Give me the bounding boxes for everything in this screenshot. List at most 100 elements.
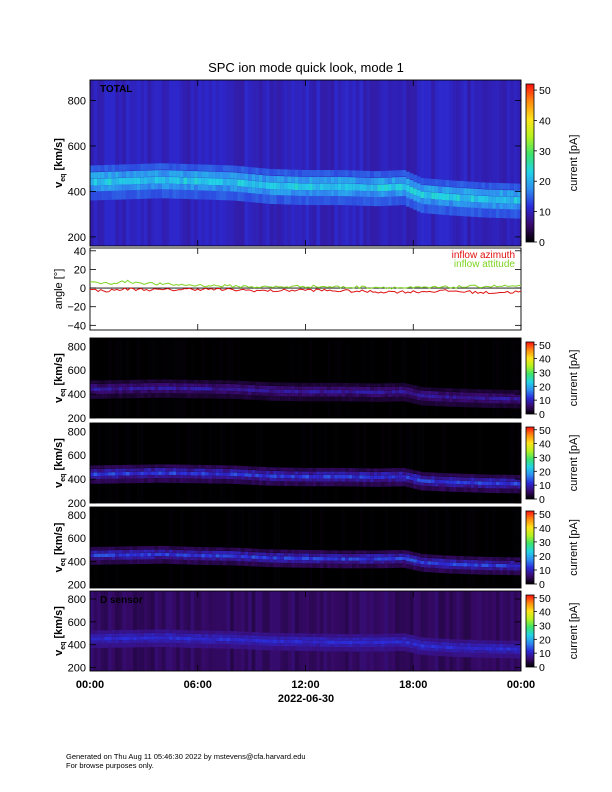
heatmap-cell xyxy=(122,393,127,399)
heatmap-cell xyxy=(398,475,403,479)
heatmap-cell xyxy=(503,400,507,404)
heatmap-cell xyxy=(186,80,191,246)
heatmap-cell xyxy=(427,192,432,199)
heatmap-cell xyxy=(370,338,375,418)
heatmap-cell xyxy=(316,640,321,644)
heatmap-cell xyxy=(384,507,389,588)
heatmap-cell xyxy=(115,472,120,476)
heatmap-cell xyxy=(449,193,454,201)
heatmap-cell xyxy=(176,553,181,557)
heatmap-cell xyxy=(244,423,249,503)
heatmap-cell xyxy=(463,566,468,571)
heatmap-cell xyxy=(248,381,252,385)
heatmap-cell xyxy=(413,200,418,210)
heatmap-cell xyxy=(90,387,94,392)
heatmap-cell xyxy=(291,176,296,183)
heatmap-cell xyxy=(107,190,112,200)
heatmap-cell xyxy=(190,184,195,192)
heatmap-cell xyxy=(212,472,217,476)
heatmap-cell xyxy=(262,392,267,397)
heatmap-cell xyxy=(434,645,439,649)
heatmap-cell xyxy=(359,80,364,246)
heatmap-cell xyxy=(319,393,324,398)
heatmap-cell xyxy=(416,386,421,390)
heatmap-cell xyxy=(204,184,209,192)
heatmap-cell xyxy=(402,591,407,671)
heatmap-cell xyxy=(169,629,173,633)
heatmap-cell xyxy=(348,507,353,588)
heatmap-cell xyxy=(495,557,500,561)
heatmap-cell xyxy=(316,556,321,561)
heatmap-cell xyxy=(244,548,249,552)
heatmap-cell xyxy=(258,635,263,640)
heatmap-cell xyxy=(226,338,231,418)
heatmap-cell xyxy=(190,643,195,648)
heatmap-cell xyxy=(481,556,486,561)
heatmap-cell xyxy=(111,643,116,648)
heatmap-cell xyxy=(398,636,403,641)
heatmap-cell xyxy=(388,190,392,198)
heatmap-cell xyxy=(409,398,414,403)
heatmap-cell xyxy=(176,80,181,246)
heatmap-cell xyxy=(244,388,249,392)
heatmap-cell xyxy=(212,190,217,200)
heatmap-cell xyxy=(474,188,479,196)
heatmap-cell xyxy=(158,636,163,640)
heatmap-cell xyxy=(169,549,173,553)
heatmap-cell xyxy=(506,640,511,644)
heatmap-cell xyxy=(470,559,475,564)
heatmap-cell xyxy=(366,390,371,394)
heatmap-cell xyxy=(269,559,274,564)
heatmap-cell xyxy=(305,195,310,206)
heatmap-cell xyxy=(384,170,389,178)
heatmap-cell xyxy=(111,468,116,473)
heatmap-cell xyxy=(362,468,367,472)
heatmap-cell xyxy=(222,165,227,172)
heatmap-cell xyxy=(283,189,288,197)
heatmap-cell xyxy=(510,560,515,565)
heatmap-cell xyxy=(305,474,310,479)
heatmap-cell xyxy=(362,633,367,638)
heatmap-cell xyxy=(517,209,522,219)
heatmap-cell xyxy=(362,393,367,398)
heatmap-cell xyxy=(459,338,464,418)
heatmap-cell xyxy=(434,568,439,573)
heatmap-cell xyxy=(463,181,468,188)
heatmap-cell xyxy=(391,423,396,503)
heatmap-cell xyxy=(161,423,166,503)
heatmap-cell xyxy=(337,557,342,561)
heatmap-cell xyxy=(215,171,220,179)
heatmap-cell xyxy=(190,379,195,384)
heatmap-cell xyxy=(265,556,270,560)
heatmap-cell xyxy=(118,633,123,637)
heatmap-cell xyxy=(316,183,321,191)
heatmap-cell xyxy=(427,561,432,565)
heatmap-cell xyxy=(463,563,468,567)
heatmap-cell xyxy=(474,487,479,493)
heatmap-cell xyxy=(459,649,464,654)
heatmap-cell xyxy=(201,468,206,472)
heatmap-cell xyxy=(179,471,184,476)
heatmap-cell xyxy=(434,192,439,200)
heatmap-cell xyxy=(248,561,252,567)
heatmap-cell xyxy=(319,553,324,557)
heatmap-cell xyxy=(481,643,486,647)
heatmap-cell xyxy=(179,163,184,171)
heatmap-cell xyxy=(355,390,360,394)
heatmap-cell xyxy=(305,170,310,177)
heatmap-cell xyxy=(416,478,421,482)
heatmap-cell xyxy=(506,557,511,561)
heatmap-cell xyxy=(481,560,486,564)
heatmap-cell xyxy=(147,177,152,184)
heatmap-cell xyxy=(118,383,123,387)
heatmap-cell xyxy=(147,170,152,177)
heatmap-cell xyxy=(161,632,166,637)
heatmap-cell xyxy=(409,641,414,646)
heatmap-cell xyxy=(485,556,489,561)
heatmap-cell xyxy=(169,464,173,468)
heatmap-cell xyxy=(151,639,155,644)
heatmap-cell xyxy=(283,646,288,651)
heatmap-cell xyxy=(334,591,339,671)
heatmap-cell xyxy=(179,468,184,472)
heatmap-cell xyxy=(345,637,349,641)
